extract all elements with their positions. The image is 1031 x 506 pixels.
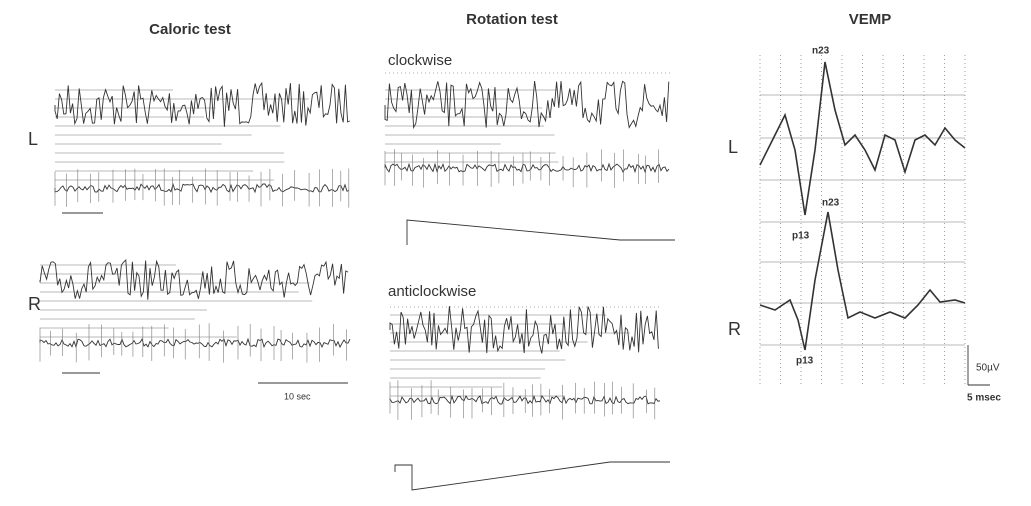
eye-trace [389,394,661,405]
traces [39,55,990,491]
eye-trace [39,259,349,300]
eye-trace [389,306,659,354]
stimulus [406,219,675,245]
eye-trace [384,162,670,174]
eye-trace [54,182,350,194]
panel-title: VEMP [849,11,892,28]
scale-label: 50µV [976,363,1000,374]
subtitle: clockwise [388,52,452,69]
peak-label: p13 [792,231,810,242]
stimulus [394,461,670,491]
side-label: R [28,294,41,314]
peak-label: n23 [822,198,840,209]
side-label: L [728,137,738,157]
side-label: L [28,129,38,149]
side-label: R [728,319,741,339]
eye-trace [39,337,351,349]
panel-title: Rotation test [466,11,558,28]
vemp-trace [759,61,966,216]
subtitle: anticlockwise [388,283,476,300]
panel-title: Caloric test [149,21,231,38]
eye-trace [384,80,670,130]
vemp-trace [759,211,966,351]
eye-trace [54,81,350,127]
scale-label: 5 msec [967,393,1001,404]
peak-label: n23 [812,46,830,57]
scale-label: 10 sec [284,391,311,401]
peak-label: p13 [796,356,814,367]
